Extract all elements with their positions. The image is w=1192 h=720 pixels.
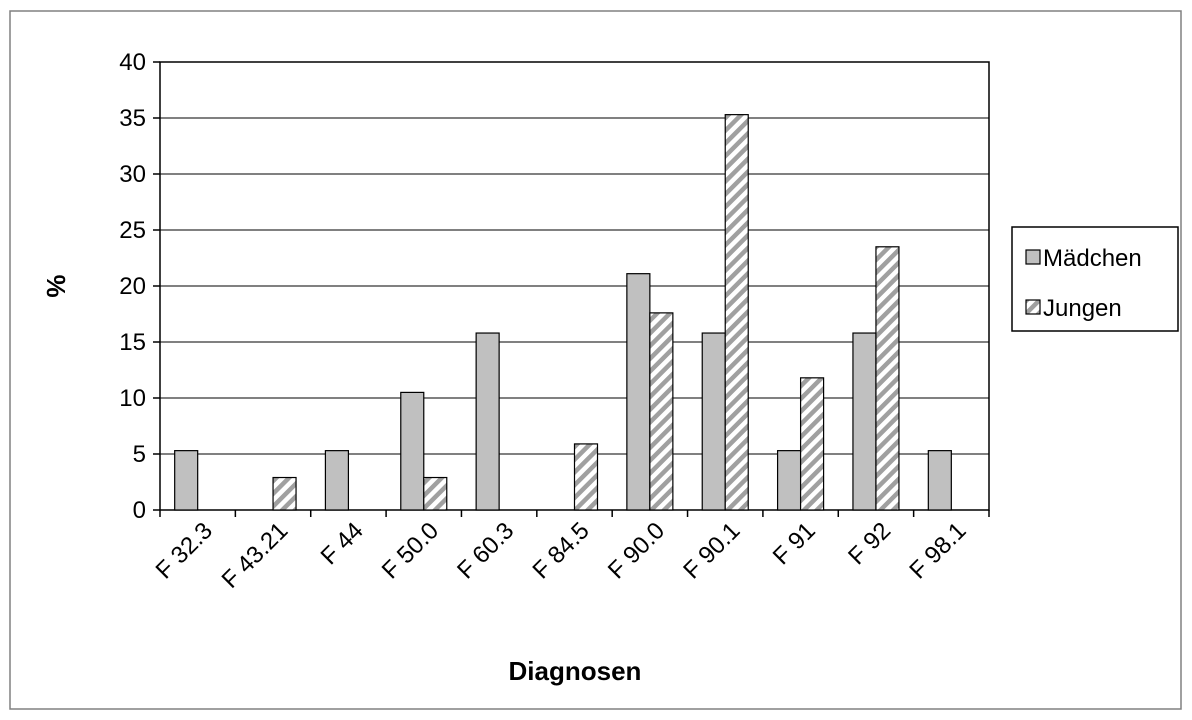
legend-label-jungen: Jungen — [1043, 295, 1122, 322]
bar-jungen — [875, 246, 900, 511]
bar-maedchen — [701, 332, 726, 511]
bar-jungen — [724, 114, 749, 511]
x-axis-title: Diagnosen — [509, 656, 642, 686]
legend-swatch-maedchen — [1025, 249, 1041, 265]
y-tick-label: 10 — [119, 385, 146, 412]
bar-jungen — [423, 476, 448, 511]
y-tick-label: 35 — [119, 105, 146, 132]
y-axis-title: % — [41, 274, 71, 297]
bar-maedchen — [475, 332, 500, 511]
legend: Mädchen Jungen — [1011, 226, 1179, 332]
y-tick-label: 15 — [119, 329, 146, 356]
chart-frame — [9, 10, 1182, 710]
bar-jungen — [272, 476, 297, 511]
y-tick-label: 40 — [119, 49, 146, 76]
gridlines — [160, 117, 989, 455]
legend-swatch-jungen — [1025, 299, 1041, 315]
bar-maedchen — [400, 391, 425, 511]
bar-jungen — [799, 377, 825, 511]
y-tick-label: 30 — [119, 161, 146, 188]
bar-maedchen — [174, 450, 199, 511]
bars — [174, 114, 952, 511]
legend-label-maedchen: Mädchen — [1043, 245, 1142, 272]
bar-jungen — [649, 312, 674, 511]
y-tick-labels: 0 5 10 15 20 25 30 35 40 — [119, 49, 146, 524]
bar-maedchen — [776, 450, 802, 511]
y-tick-label: 20 — [119, 273, 146, 300]
y-tick-label: 25 — [119, 217, 146, 244]
bar-maedchen — [927, 450, 952, 511]
axis-ticks — [153, 61, 990, 517]
y-tick-label: 0 — [133, 497, 146, 524]
bar-maedchen — [852, 332, 877, 511]
bar-maedchen — [626, 273, 651, 511]
y-tick-label: 5 — [133, 441, 146, 468]
bar-maedchen — [324, 450, 350, 511]
bar-jungen — [573, 443, 599, 511]
